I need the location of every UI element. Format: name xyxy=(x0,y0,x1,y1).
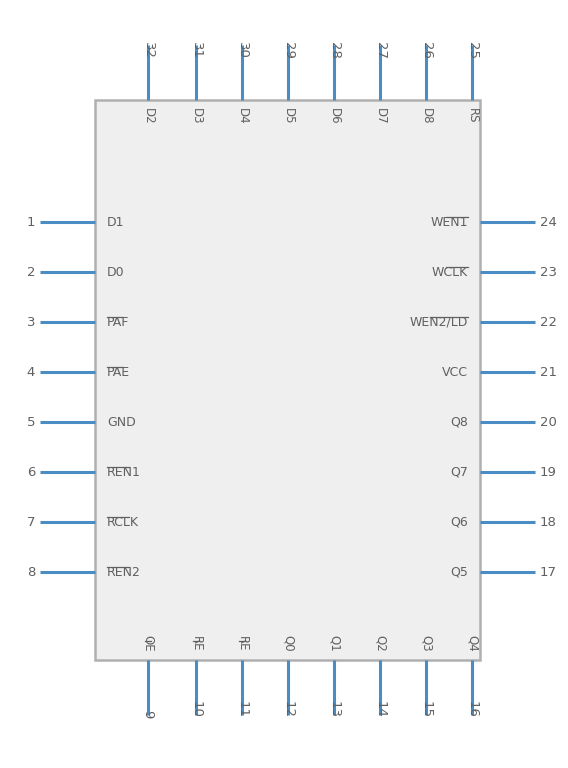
Text: REN1: REN1 xyxy=(107,465,141,478)
Text: D7: D7 xyxy=(374,108,386,124)
Text: Q0: Q0 xyxy=(282,635,294,652)
Text: D2: D2 xyxy=(141,108,154,124)
Text: 20: 20 xyxy=(540,415,557,429)
Text: RE: RE xyxy=(236,637,249,652)
Text: 13: 13 xyxy=(328,701,340,718)
Text: 2: 2 xyxy=(27,266,35,279)
Text: 21: 21 xyxy=(540,366,557,379)
Text: REN2: REN2 xyxy=(107,565,141,578)
Text: Q7: Q7 xyxy=(450,465,468,478)
Text: 29: 29 xyxy=(282,42,294,59)
Text: 14: 14 xyxy=(374,701,386,718)
Text: 32: 32 xyxy=(141,42,154,59)
Text: OE: OE xyxy=(141,635,154,652)
Text: 31: 31 xyxy=(190,42,203,59)
Text: 18: 18 xyxy=(540,515,557,528)
Text: Q3: Q3 xyxy=(420,635,432,652)
Text: D5: D5 xyxy=(282,108,294,124)
Text: RE: RE xyxy=(190,637,203,652)
Text: 22: 22 xyxy=(540,316,557,329)
Text: 3: 3 xyxy=(27,316,35,329)
Text: 19: 19 xyxy=(540,465,557,478)
Text: 9: 9 xyxy=(141,710,154,718)
Text: 5: 5 xyxy=(27,415,35,429)
Text: 17: 17 xyxy=(540,565,557,578)
Text: 15: 15 xyxy=(420,701,432,718)
Text: D4: D4 xyxy=(236,108,249,124)
Text: 12: 12 xyxy=(282,701,294,718)
Bar xyxy=(95,100,480,660)
Text: 10: 10 xyxy=(190,701,203,718)
Text: D6: D6 xyxy=(328,108,340,124)
Text: 16: 16 xyxy=(466,701,478,718)
Text: GND: GND xyxy=(107,415,136,429)
Text: 11: 11 xyxy=(236,701,249,718)
Text: D0: D0 xyxy=(107,266,124,279)
Text: VCC: VCC xyxy=(442,366,468,379)
Text: Q5: Q5 xyxy=(450,565,468,578)
Text: Q2: Q2 xyxy=(374,635,386,652)
Text: 25: 25 xyxy=(466,42,478,59)
Text: WCLK: WCLK xyxy=(432,266,468,279)
Text: D8: D8 xyxy=(420,108,432,124)
Text: Q6: Q6 xyxy=(450,515,468,528)
Text: PAE: PAE xyxy=(107,366,130,379)
Text: WEN2/LD: WEN2/LD xyxy=(410,316,468,329)
Text: PAF: PAF xyxy=(107,316,130,329)
Text: 24: 24 xyxy=(540,216,557,229)
Text: 30: 30 xyxy=(236,42,249,59)
Text: RS: RS xyxy=(466,108,478,124)
Text: WEN1: WEN1 xyxy=(431,216,468,229)
Text: Q4: Q4 xyxy=(466,635,478,652)
Text: 4: 4 xyxy=(27,366,35,379)
Text: 6: 6 xyxy=(27,465,35,478)
Text: D3: D3 xyxy=(190,108,203,124)
Text: D1: D1 xyxy=(107,216,124,229)
Text: 1: 1 xyxy=(27,216,35,229)
Text: 7: 7 xyxy=(27,515,35,528)
Text: Q8: Q8 xyxy=(450,415,468,429)
Text: Q1: Q1 xyxy=(328,635,340,652)
Text: 8: 8 xyxy=(27,565,35,578)
Text: 23: 23 xyxy=(540,266,557,279)
Text: RCLK: RCLK xyxy=(107,515,139,528)
Text: 28: 28 xyxy=(328,42,340,59)
Text: 27: 27 xyxy=(374,42,386,59)
Text: 26: 26 xyxy=(420,42,432,59)
